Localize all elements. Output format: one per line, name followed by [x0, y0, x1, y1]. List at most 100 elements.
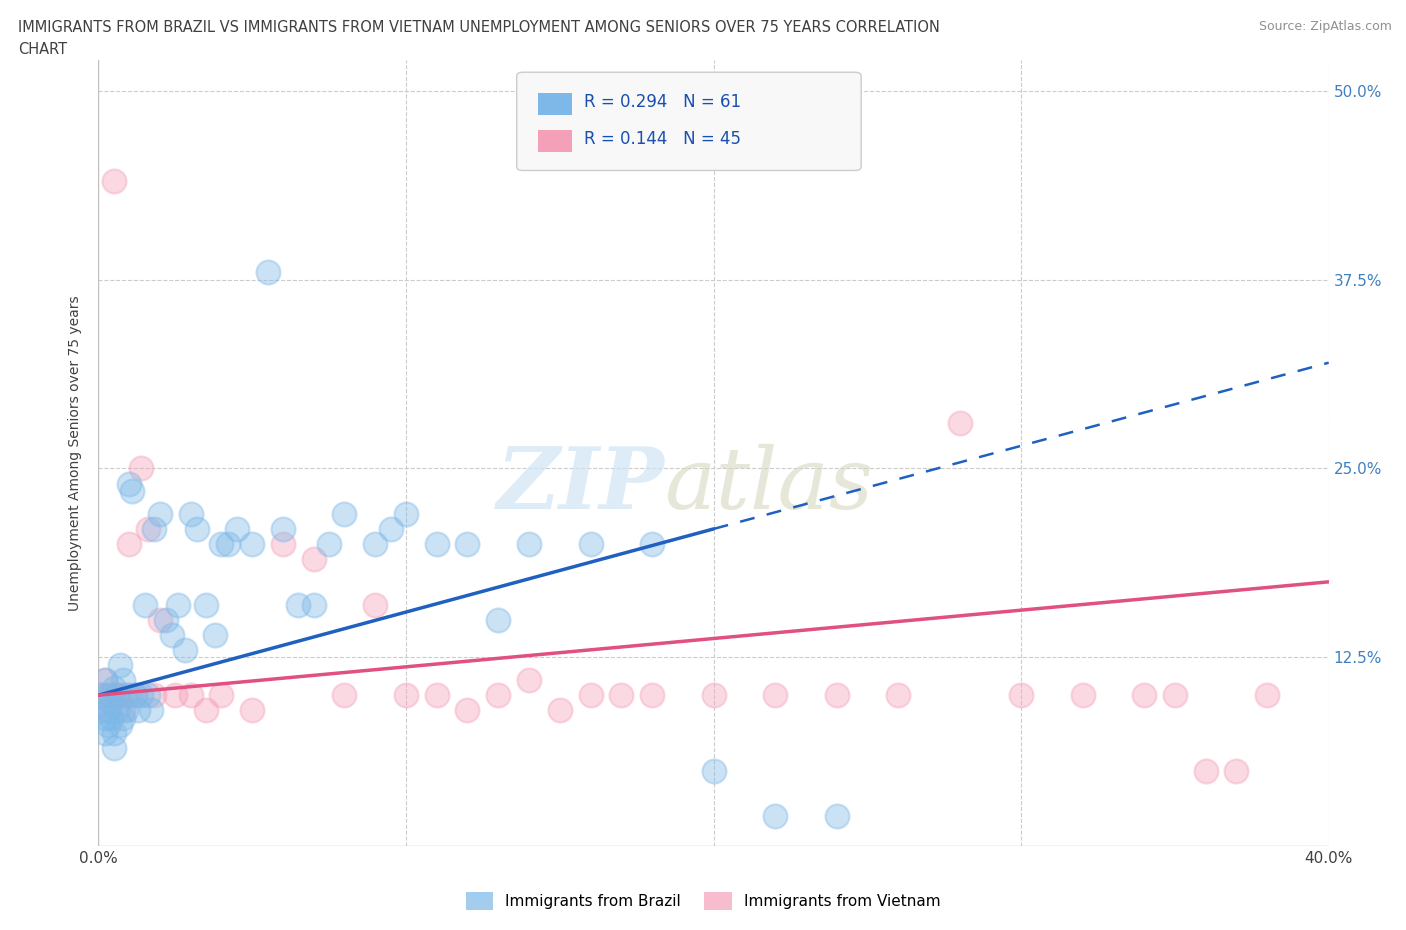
Point	[142, 522, 165, 537]
Point	[180, 507, 202, 522]
Point	[115, 703, 138, 718]
Text: atlas: atlas	[665, 444, 873, 526]
Point	[641, 537, 664, 551]
Point	[165, 688, 187, 703]
Point	[426, 537, 449, 551]
Point	[134, 597, 156, 612]
Bar	[537, 130, 572, 153]
FancyBboxPatch shape	[517, 73, 860, 170]
Point	[97, 688, 120, 703]
Point	[271, 522, 294, 537]
Point	[103, 174, 125, 189]
Point	[949, 416, 972, 431]
Point	[333, 688, 356, 703]
Point	[93, 672, 115, 687]
Text: ZIP: ZIP	[496, 443, 665, 526]
Point	[162, 628, 183, 643]
Point	[155, 612, 177, 627]
Point	[167, 597, 190, 612]
Point	[97, 703, 120, 718]
Point	[1164, 688, 1187, 703]
Point	[118, 537, 141, 551]
Point	[105, 688, 128, 703]
Point	[1071, 688, 1094, 703]
Point	[240, 537, 263, 551]
Point	[395, 688, 418, 703]
Point	[108, 718, 131, 733]
Point	[149, 612, 172, 627]
Point	[517, 672, 540, 687]
Point	[124, 688, 146, 703]
Point	[486, 612, 509, 627]
Point	[100, 711, 122, 725]
Point	[225, 522, 247, 537]
Text: R = 0.294   N = 61: R = 0.294 N = 61	[585, 93, 741, 111]
Point	[97, 718, 120, 733]
Text: Source: ZipAtlas.com: Source: ZipAtlas.com	[1258, 20, 1392, 33]
Point	[131, 461, 153, 476]
Point	[763, 809, 786, 824]
Point	[825, 809, 848, 824]
Point	[271, 537, 294, 551]
Point	[887, 688, 910, 703]
Point	[93, 672, 115, 687]
Point	[115, 688, 138, 703]
Point	[395, 507, 418, 522]
Point	[302, 597, 325, 612]
Point	[149, 507, 172, 522]
Point	[1225, 764, 1247, 778]
Point	[641, 688, 664, 703]
Point	[186, 522, 208, 537]
Point	[256, 265, 278, 280]
Point	[703, 764, 725, 778]
Point	[426, 688, 449, 703]
Point	[112, 672, 135, 687]
Point	[204, 628, 226, 643]
Point	[180, 688, 202, 703]
Point	[90, 688, 112, 703]
Point	[240, 703, 263, 718]
Text: IMMIGRANTS FROM BRAZIL VS IMMIGRANTS FROM VIETNAM UNEMPLOYMENT AMONG SENIORS OVE: IMMIGRANTS FROM BRAZIL VS IMMIGRANTS FRO…	[18, 20, 941, 35]
Point	[103, 725, 125, 740]
Point	[90, 688, 112, 703]
Point	[333, 507, 356, 522]
Point	[1195, 764, 1218, 778]
Y-axis label: Unemployment Among Seniors over 75 years: Unemployment Among Seniors over 75 years	[69, 296, 83, 611]
Point	[217, 537, 239, 551]
Point	[195, 597, 218, 612]
Point	[579, 537, 602, 551]
Point	[90, 703, 112, 718]
Point	[548, 703, 571, 718]
Point	[486, 688, 509, 703]
Text: R = 0.144   N = 45: R = 0.144 N = 45	[585, 130, 741, 148]
Point	[142, 688, 165, 703]
Point	[211, 688, 233, 703]
Point	[139, 703, 162, 718]
Point	[121, 484, 143, 498]
Point	[131, 688, 153, 703]
Point	[105, 688, 128, 703]
Point	[302, 551, 325, 566]
Point	[97, 703, 120, 718]
Point	[112, 703, 135, 718]
Point	[380, 522, 402, 537]
Point	[93, 725, 115, 740]
Point	[112, 711, 135, 725]
Point	[136, 522, 159, 537]
Point	[364, 537, 387, 551]
Point	[610, 688, 633, 703]
Point	[103, 740, 125, 755]
Point	[127, 703, 149, 718]
Point	[763, 688, 786, 703]
Point	[105, 703, 128, 718]
Point	[93, 711, 115, 725]
Point	[1010, 688, 1032, 703]
Point	[1133, 688, 1156, 703]
Point	[100, 688, 122, 703]
Point	[211, 537, 233, 551]
Point	[287, 597, 309, 612]
Point	[108, 688, 131, 703]
Point	[456, 703, 478, 718]
Point	[103, 680, 125, 695]
Point	[456, 537, 478, 551]
